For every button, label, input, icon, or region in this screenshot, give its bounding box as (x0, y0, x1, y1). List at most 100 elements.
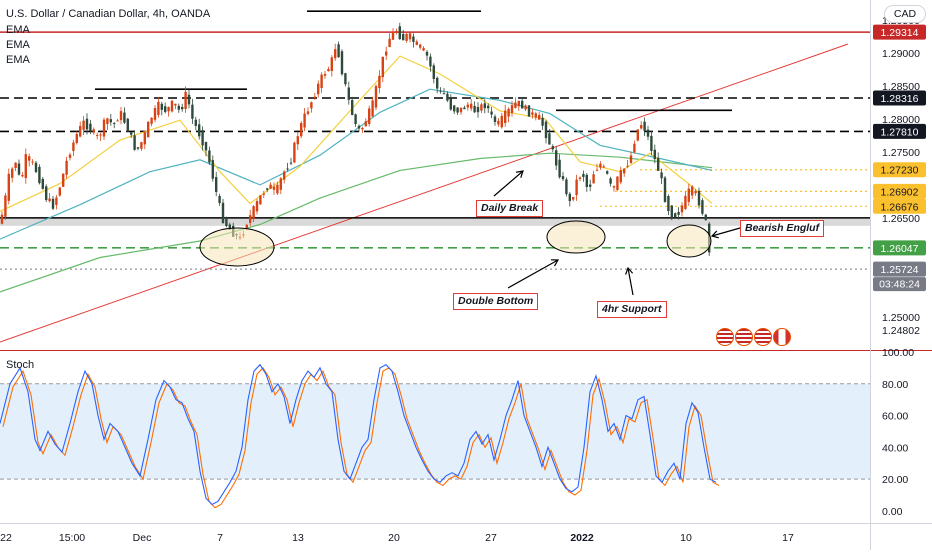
candle-body (663, 177, 667, 203)
candle-body (538, 115, 541, 120)
candle-body (619, 170, 622, 183)
ema-legend-1[interactable]: EMA (6, 24, 30, 36)
candle-body (592, 174, 595, 184)
candle-body (595, 169, 599, 171)
candle-body (626, 165, 629, 167)
arrow-bearish-engulf (711, 227, 741, 237)
candle-body (429, 56, 432, 67)
candle-body (194, 119, 197, 126)
candle-body (439, 90, 442, 92)
candle-body (357, 125, 361, 129)
time-tick-label: 15:00 (59, 532, 85, 544)
candle-body (102, 119, 106, 137)
support-zone (0, 217, 870, 226)
candle-body (221, 202, 225, 223)
candle-body (113, 122, 116, 124)
arrow-daily-break (493, 170, 524, 197)
stoch-legend[interactable]: Stoch (6, 359, 35, 371)
ema-slow-line (0, 152, 713, 293)
price-label-bg-0 (873, 24, 926, 40)
price-tick-label: 1.28500 (882, 81, 920, 93)
candle-body (276, 184, 279, 194)
candle-body (337, 44, 340, 58)
candle-body (646, 129, 650, 137)
candle-body (310, 102, 313, 109)
candle-body (181, 106, 184, 110)
annotation-daily-break[interactable]: Daily Break (476, 200, 544, 217)
price-label-bg-2 (873, 123, 926, 139)
candle-body (296, 136, 299, 145)
candle-body (96, 135, 99, 137)
candle-body (330, 57, 333, 72)
candle-body (327, 69, 330, 72)
candle-body (497, 120, 500, 125)
candle-body (38, 166, 41, 184)
time-tick-label: 2022 (570, 532, 594, 544)
candle-body (412, 36, 415, 42)
ema-legend-3[interactable]: EMA (6, 54, 30, 66)
price-label-1: 1.28316 (881, 93, 919, 105)
price-tick-label: 1.27500 (882, 147, 920, 159)
candle-body (164, 106, 167, 112)
price-label-6: 1.26047 (881, 243, 919, 255)
candle-body (432, 65, 435, 79)
candle-body (283, 171, 286, 180)
candle-body (48, 198, 51, 202)
stoch-tick-label: 100.00 (882, 347, 914, 359)
candle-body (334, 49, 337, 59)
candle-body (215, 177, 218, 192)
candle-body (374, 86, 378, 108)
price-label-5: 1.26676 (881, 201, 919, 213)
candle-body (177, 105, 180, 110)
candle-body (531, 112, 534, 115)
currency-button[interactable]: CAD (884, 5, 926, 23)
stoch-tick-label: 40.00 (882, 442, 908, 454)
price-label-bg-6 (873, 240, 926, 256)
candle-body (408, 33, 412, 40)
canada-flag-icon[interactable] (773, 328, 791, 346)
us-flag-icon[interactable] (716, 328, 734, 346)
candle-body (442, 93, 446, 95)
candle-body (405, 33, 408, 41)
candle-body (204, 142, 208, 151)
time-tick-label: 17 (782, 532, 794, 544)
candle-body (548, 133, 551, 145)
candle-body (17, 163, 21, 175)
candle-body (657, 158, 660, 171)
price-tick-label: 1.24802 (882, 325, 920, 337)
ema-legend-2[interactable]: EMA (6, 39, 30, 51)
candle-body (303, 113, 306, 128)
us-flag-icon[interactable] (754, 328, 772, 346)
candle-body (344, 73, 347, 85)
candle-body (633, 143, 636, 153)
candle-body (480, 104, 483, 111)
candle-body (55, 197, 58, 205)
annotation-double-bottom[interactable]: Double Bottom (453, 293, 539, 310)
candle-body (541, 117, 544, 126)
candle-body (0, 214, 4, 224)
candle-body (371, 100, 374, 117)
time-tick-label: 27 (485, 532, 497, 544)
candle-body (92, 129, 95, 133)
candle-body (476, 107, 480, 113)
us-flag-icon[interactable] (735, 328, 753, 346)
candle-body (347, 87, 350, 100)
candle-body (306, 111, 310, 114)
candle-body (589, 184, 592, 187)
price-label-bg-4 (873, 183, 926, 199)
candle-body (62, 173, 65, 187)
candle-body (524, 105, 527, 110)
candle-body (123, 112, 126, 123)
stoch-band (0, 383, 870, 480)
annotation-bearish-engulf[interactable]: Bearish Engluf (740, 220, 825, 237)
candle-body (473, 105, 476, 113)
candle-body (487, 105, 490, 109)
candle-body (606, 171, 609, 174)
candle-body (364, 121, 367, 127)
annotation-4hr-support[interactable]: 4hr Support (597, 301, 667, 318)
event-flags (716, 328, 791, 346)
price-tick-label: 1.25000 (882, 312, 920, 324)
price-label-bg-7 (873, 261, 926, 277)
candle-body (191, 104, 194, 119)
